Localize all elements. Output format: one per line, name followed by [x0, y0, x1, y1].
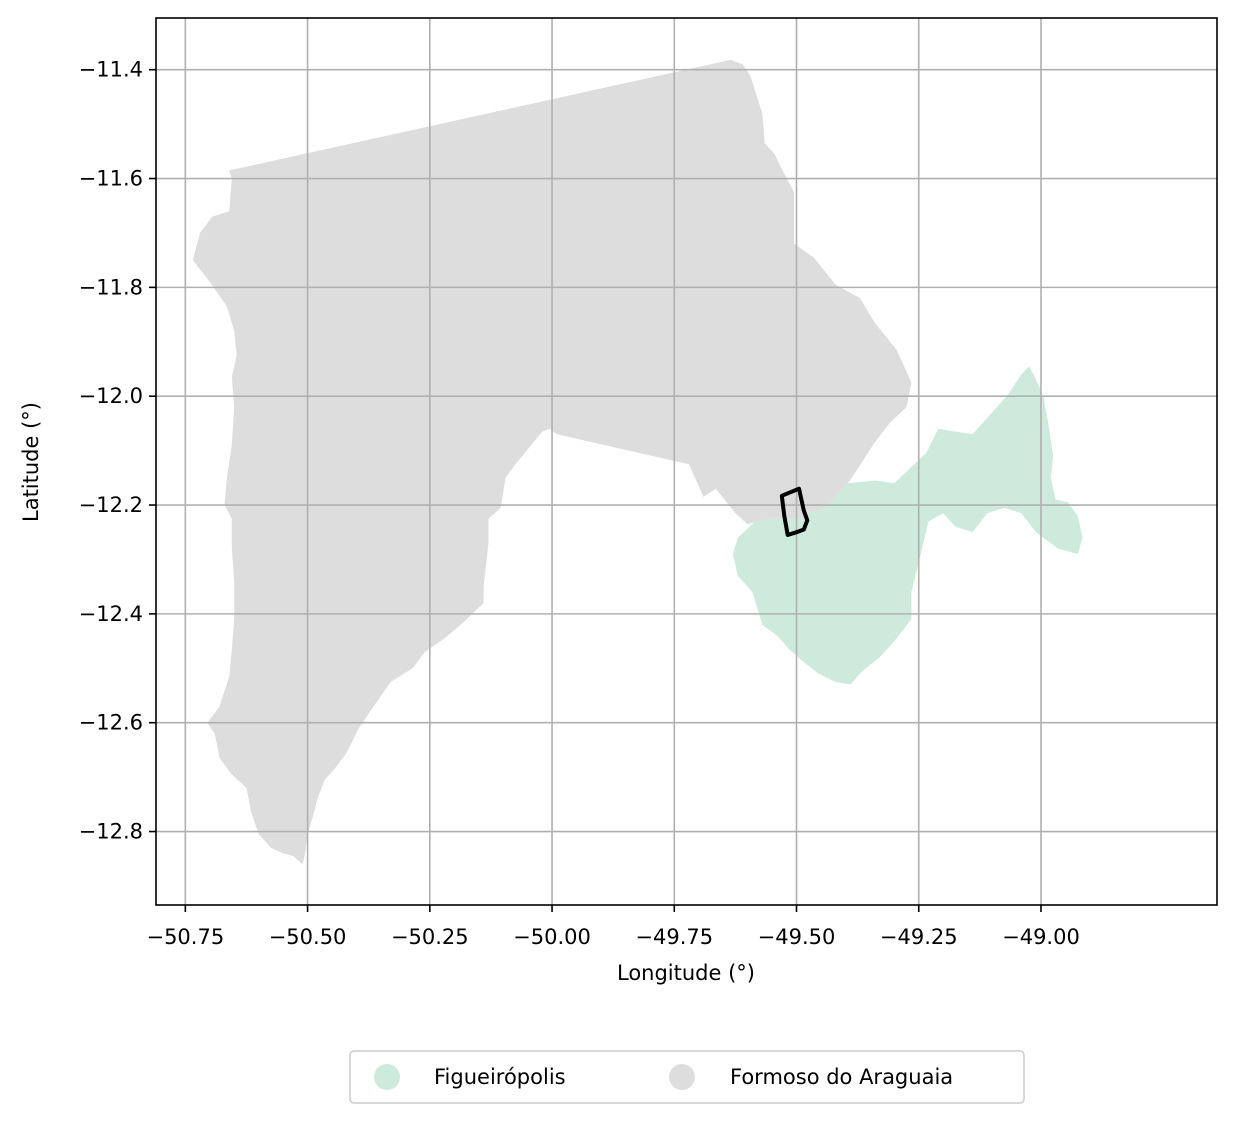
- region-figueiropolis: [732, 366, 1083, 685]
- grid-layer: [156, 18, 1217, 905]
- y-axis-label: Latitude (°): [19, 402, 43, 522]
- legend-swatch-formoso-do-araguaia: [669, 1064, 695, 1090]
- outline-layer: [779, 486, 810, 537]
- x-tick-label: −50.75: [146, 925, 224, 949]
- legend-label-formoso-do-araguaia: Formoso do Araguaia: [730, 1065, 953, 1089]
- region-formoso-do-araguaia: [192, 59, 912, 865]
- legend-label-figueiropolis: Figueirópolis: [434, 1065, 566, 1089]
- y-tick-label: −11.6: [79, 167, 143, 191]
- plot-frame: [155, 17, 1218, 906]
- y-tick-label: −11.8: [79, 275, 143, 299]
- x-tick-label: −49.75: [635, 925, 713, 949]
- y-tick-label: −12.4: [79, 602, 143, 626]
- y-tick-label: −12.8: [79, 820, 143, 844]
- y-tick-label: −12.2: [79, 493, 143, 517]
- x-tick-label: −49.50: [758, 925, 836, 949]
- y-axis-ticks: −11.4 −11.6 −11.8 −12.0 −12.2 −12.4 −12.6 −12.8: [79, 58, 156, 844]
- x-tick-label: −49.25: [880, 925, 958, 949]
- x-tick-label: −50.25: [391, 925, 469, 949]
- x-tick-label: −50.00: [513, 925, 591, 949]
- y-tick-label: −12.0: [79, 384, 143, 408]
- x-axis-ticks: −50.75 −50.50 −50.25 −50.00 −49.75 −49.50 −49.…: [146, 905, 1080, 949]
- y-tick-label: −12.6: [79, 711, 143, 735]
- x-tick-label: −49.00: [1002, 925, 1080, 949]
- regions-layer: [192, 59, 1083, 865]
- boundary-outline: [779, 486, 810, 537]
- x-axis-label: Longitude (°): [617, 961, 755, 985]
- x-tick-label: −50.50: [269, 925, 347, 949]
- y-tick-label: −11.4: [79, 58, 143, 82]
- legend-swatch-figueiropolis: [374, 1064, 400, 1090]
- legend: Figueirópolis Formoso do Araguaia: [349, 1050, 1025, 1104]
